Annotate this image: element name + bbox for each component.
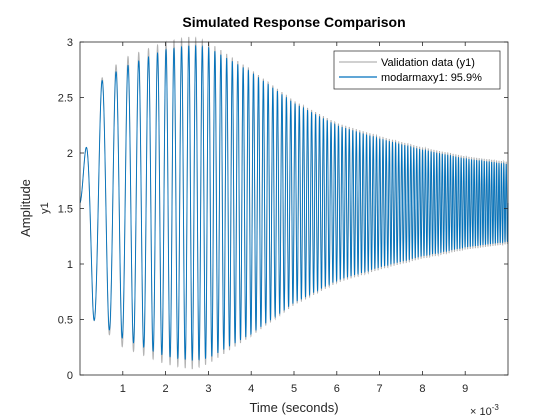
y-tick-label: 0.5 — [58, 315, 73, 327]
legend: Validation data (y1) modarmaxy1: 95.9% — [334, 51, 500, 89]
y-tick-label: 2 — [67, 148, 73, 160]
legend-label-validation: Validation data (y1) — [381, 57, 475, 69]
x-tick-label: 9 — [462, 383, 468, 395]
x-tick-label: 6 — [334, 383, 340, 395]
x-tick-label: 7 — [377, 383, 383, 395]
channel-label: y1 — [39, 202, 51, 214]
y-tick-label: 0 — [67, 370, 73, 382]
x-axis-label: Time (seconds) — [249, 400, 338, 415]
legend-label-model: modarmaxy1: 95.9% — [381, 72, 482, 84]
y-tick-label: 1 — [67, 259, 73, 271]
x-tick-label: 8 — [419, 383, 425, 395]
x-tick-label: 1 — [120, 383, 126, 395]
x-tick-label: 4 — [248, 383, 254, 395]
chart-title: Simulated Response Comparison — [182, 14, 405, 30]
y-axis-label: Amplitude — [18, 179, 33, 237]
x-axis-exponent-power: -3 — [492, 403, 500, 412]
x-tick-label: 2 — [163, 383, 169, 395]
x-axis-exponent-base: × 10 — [470, 406, 492, 418]
x-tick-label: 5 — [291, 383, 297, 395]
x-tick-label: 3 — [205, 383, 211, 395]
y-tick-label: 2.5 — [58, 93, 73, 105]
y-tick-label: 1.5 — [58, 204, 73, 216]
y-tick-label: 3 — [67, 37, 73, 49]
